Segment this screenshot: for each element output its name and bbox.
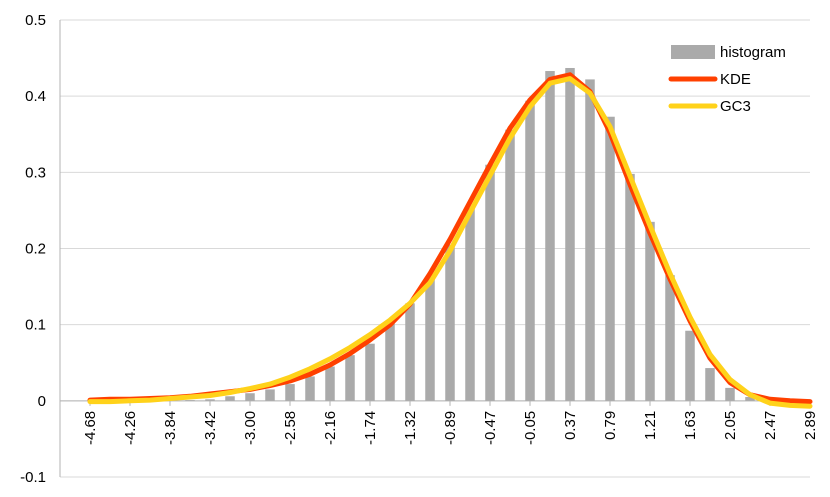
x-tick-label: -1.32 xyxy=(402,411,419,445)
histogram-bar xyxy=(745,397,755,401)
x-tick-label: -0.47 xyxy=(482,411,499,445)
histogram-bar xyxy=(605,116,615,401)
y-tick-label: 0.5 xyxy=(25,12,46,29)
histogram-bar xyxy=(325,366,335,401)
y-tick-label: -0.1 xyxy=(20,469,46,486)
x-tick-label: 1.63 xyxy=(682,411,699,440)
x-tick-label: 2.89 xyxy=(802,411,819,440)
histogram-bar xyxy=(345,355,355,401)
histogram-bar xyxy=(505,129,515,401)
histogram-bar xyxy=(445,244,455,401)
x-tick-label: -4.68 xyxy=(82,411,99,445)
histogram-bar xyxy=(465,208,475,401)
x-tick-label: 1.21 xyxy=(642,411,659,440)
histogram-bar xyxy=(725,387,735,401)
legend-label: KDE xyxy=(720,71,751,88)
histogram-bar xyxy=(185,400,195,401)
y-tick-label: 0.1 xyxy=(25,317,46,334)
histogram-bar xyxy=(685,330,695,401)
histogram-bar xyxy=(645,221,655,401)
histogram-bar xyxy=(485,164,495,401)
histogram-bar xyxy=(365,343,375,401)
x-tick-label: -3.84 xyxy=(162,411,179,445)
histogram-bar xyxy=(265,389,275,401)
histogram-bar xyxy=(205,399,215,401)
x-tick-label: -0.89 xyxy=(442,411,459,445)
y-tick-label: 0 xyxy=(38,393,46,410)
x-tick-label: 0.37 xyxy=(562,411,579,440)
x-tick-label: -2.16 xyxy=(322,411,339,445)
histogram-bar xyxy=(385,322,395,401)
histogram-bar xyxy=(585,79,595,401)
x-tick-label: -1.74 xyxy=(362,411,379,445)
x-tick-label: -0.05 xyxy=(522,411,539,445)
histogram-bar xyxy=(665,275,675,401)
y-tick-label: 0.4 xyxy=(25,88,46,105)
histogram-bar xyxy=(565,67,575,401)
x-tick-label: 2.47 xyxy=(762,411,779,440)
histogram-bar xyxy=(305,376,315,401)
series-line-gc3 xyxy=(87,76,813,409)
histogram-bar xyxy=(625,173,635,401)
histogram-bar xyxy=(425,276,435,401)
x-tick-label: -2.58 xyxy=(282,411,299,445)
histogram-bar xyxy=(545,71,555,401)
x-tick-label: -3.00 xyxy=(242,411,259,445)
histogram-bar xyxy=(525,100,535,401)
y-tick-label: 0.2 xyxy=(25,241,46,258)
x-tick-label: -4.26 xyxy=(122,411,139,445)
legend-label: histogram xyxy=(720,44,786,61)
histogram-bar xyxy=(285,384,295,401)
x-tick-label: -3.42 xyxy=(202,411,219,445)
histogram-bar xyxy=(405,303,415,401)
legend-swatch-histogram xyxy=(671,45,715,59)
histogram-bar xyxy=(705,368,715,401)
x-tick-label: 2.05 xyxy=(722,411,739,440)
x-tick-label: 0.79 xyxy=(602,411,619,440)
histogram-bar xyxy=(245,393,255,401)
legend-label: GC3 xyxy=(720,98,751,115)
y-tick-label: 0.3 xyxy=(25,164,46,181)
histogram-bar xyxy=(225,396,235,401)
